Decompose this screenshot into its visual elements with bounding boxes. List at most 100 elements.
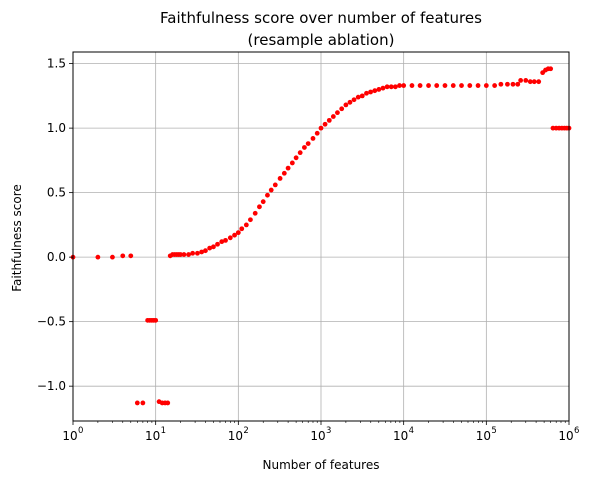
y-axis-ticks: 1.5 1.0 0.5 0.0 −0.5 −1.0 — [37, 57, 73, 393]
data-point — [527, 79, 533, 85]
data-point — [285, 165, 291, 171]
data-point — [219, 239, 225, 245]
data-point — [153, 317, 159, 323]
data-point — [536, 79, 542, 85]
data-point — [380, 85, 386, 91]
data-point — [314, 130, 320, 136]
data-point — [376, 87, 382, 92]
data-points — [70, 66, 572, 406]
data-point — [252, 210, 258, 216]
data-point — [475, 83, 481, 88]
data-point — [207, 245, 213, 251]
data-point — [523, 77, 529, 83]
y-tick-label: 0.5 — [47, 186, 66, 200]
x-tick-exponent: 5 — [491, 426, 496, 436]
data-point — [450, 83, 456, 88]
data-point — [372, 88, 378, 94]
y-tick-label: 1.0 — [47, 121, 66, 135]
data-point — [268, 187, 274, 193]
x-tick-label: 10 — [310, 429, 325, 443]
data-point — [199, 249, 205, 255]
data-point — [548, 66, 554, 72]
data-point — [434, 83, 440, 88]
data-point — [483, 83, 489, 88]
y-tick-label: −1.0 — [37, 379, 66, 393]
data-point — [232, 232, 237, 238]
y-tick-label: 0.0 — [47, 250, 66, 264]
data-point — [384, 84, 390, 90]
data-point — [243, 222, 249, 228]
chart-title-line-1: Faithfulness score over number of featur… — [160, 9, 482, 27]
data-point — [339, 106, 345, 112]
data-point — [518, 77, 524, 83]
data-point — [359, 93, 365, 99]
data-point — [392, 84, 398, 90]
data-point — [110, 254, 115, 260]
x-tick-label: 10 — [558, 429, 573, 443]
x-tick-label: 10 — [393, 429, 408, 443]
x-tick-label: 10 — [145, 429, 160, 443]
data-point — [260, 199, 266, 205]
data-point — [364, 90, 369, 96]
grid-lines — [72, 52, 570, 421]
data-point — [181, 252, 187, 257]
x-axis-ticks: 10 0 10 1 10 2 10 3 10 4 10 5 10 6 — [62, 421, 579, 443]
data-point — [426, 83, 431, 88]
x-tick-exponent: 1 — [161, 426, 166, 436]
y-axis-label: Faithfulness score — [10, 184, 24, 292]
data-point — [388, 84, 394, 90]
data-point — [335, 110, 340, 116]
data-point — [248, 217, 253, 223]
data-point — [293, 155, 299, 161]
data-point — [343, 102, 349, 108]
data-point — [510, 81, 516, 87]
data-point — [397, 83, 402, 88]
data-point — [190, 250, 196, 256]
x-tick-exponent: 4 — [409, 426, 414, 436]
data-point — [265, 192, 270, 198]
data-point — [186, 252, 191, 257]
data-point — [355, 94, 361, 100]
data-point — [305, 141, 311, 147]
data-point — [351, 97, 357, 103]
x-axis-label: Number of features — [263, 458, 380, 472]
data-point — [347, 99, 353, 105]
data-point — [302, 145, 307, 150]
y-tick-label: −0.5 — [37, 315, 66, 329]
data-point — [195, 250, 200, 256]
x-tick-label: 10 — [228, 429, 243, 443]
data-point — [272, 182, 278, 188]
x-tick-exponent: 2 — [243, 426, 248, 436]
y-tick-label: 1.5 — [47, 57, 66, 71]
data-point — [227, 235, 233, 241]
data-point — [326, 117, 332, 123]
data-point — [310, 136, 316, 141]
data-point — [289, 160, 295, 166]
chart-title-line-2: (resample ablation) — [248, 31, 395, 49]
data-point — [330, 114, 336, 119]
data-point — [95, 254, 101, 260]
data-point — [505, 81, 510, 87]
data-point — [165, 400, 171, 406]
x-tick-exponent: 0 — [78, 426, 83, 436]
data-point — [277, 176, 283, 181]
x-tick-label: 10 — [476, 429, 491, 443]
data-point — [368, 89, 373, 95]
data-point — [417, 83, 423, 88]
data-point — [515, 81, 521, 87]
data-point — [235, 230, 241, 236]
data-point — [134, 400, 140, 406]
x-tick-exponent: 3 — [326, 426, 331, 436]
x-tick-exponent: 6 — [574, 426, 579, 436]
data-point — [401, 83, 407, 88]
data-point — [203, 248, 208, 254]
data-point — [498, 81, 504, 87]
data-point — [140, 400, 146, 406]
data-point — [442, 83, 448, 88]
data-point — [459, 83, 464, 88]
data-point — [239, 226, 245, 232]
x-tick-label: 10 — [62, 429, 77, 443]
data-point — [178, 252, 183, 257]
data-point — [531, 79, 537, 85]
data-point — [128, 253, 134, 259]
